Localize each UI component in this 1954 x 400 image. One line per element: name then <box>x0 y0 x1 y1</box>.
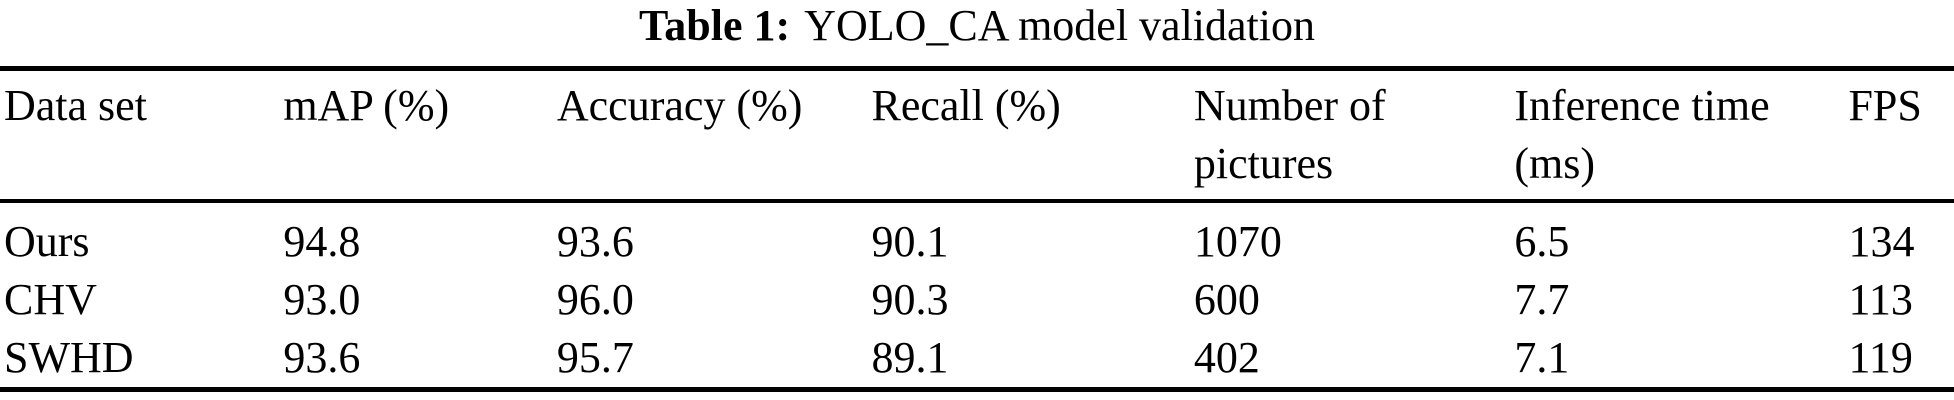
cell-inference-time: 6.5 <box>1514 217 1570 266</box>
cell-num-pictures: 402 <box>1193 333 1260 382</box>
column-header-fps: FPS <box>1848 68 1954 203</box>
column-header-num-pictures: Number of pictures <box>1193 68 1515 203</box>
column-header-recall: Recall (%) <box>871 68 1194 203</box>
cell-fps: 134 <box>1848 217 1915 266</box>
column-header-map: mAP (%) <box>283 68 557 203</box>
cell-map: 93.0 <box>283 275 361 324</box>
cell-inference-time: 7.1 <box>1514 333 1570 382</box>
table-caption-text: YOLO_CA model validation <box>804 1 1316 50</box>
cell-num-pictures: 1070 <box>1193 217 1282 266</box>
cell-dataset: SWHD <box>4 333 134 382</box>
table-row-ours: Ours 94.8 93.6 90.1 1070 6.5 134 <box>0 201 1954 271</box>
cell-map: 94.8 <box>283 217 361 266</box>
cell-accuracy: 95.7 <box>556 333 634 382</box>
column-header-accuracy: Accuracy (%) <box>556 68 872 203</box>
cell-dataset: Ours <box>4 217 90 266</box>
table-caption: Table 1: YOLO_CA model validation <box>0 0 1954 50</box>
cell-recall: 90.1 <box>871 217 949 266</box>
cell-fps: 113 <box>1848 275 1913 324</box>
cell-accuracy: 93.6 <box>556 217 634 266</box>
header-row: Data set mAP (%) Accuracy (%) Recall (%)… <box>0 68 1954 203</box>
cell-map: 93.6 <box>283 333 361 382</box>
table-caption-label: Table 1: <box>638 1 791 50</box>
cell-accuracy: 96.0 <box>556 275 634 324</box>
validation-table: Data set mAP (%) Accuracy (%) Recall (%)… <box>0 66 1954 392</box>
column-header-inference-time: Inference time (ms) <box>1514 68 1849 203</box>
cell-dataset: CHV <box>4 275 97 324</box>
cell-fps: 119 <box>1848 333 1913 382</box>
table-row-chv: CHV 93.0 96.0 90.3 600 7.7 113 <box>0 271 1954 329</box>
cell-recall: 90.3 <box>871 275 949 324</box>
cell-inference-time: 7.7 <box>1514 275 1570 324</box>
cell-recall: 89.1 <box>871 333 949 382</box>
column-header-data-set: Data set <box>0 68 284 203</box>
cell-num-pictures: 600 <box>1193 275 1260 324</box>
table-row-swhd: SWHD 93.6 95.7 89.1 402 7.1 119 <box>0 329 1954 390</box>
